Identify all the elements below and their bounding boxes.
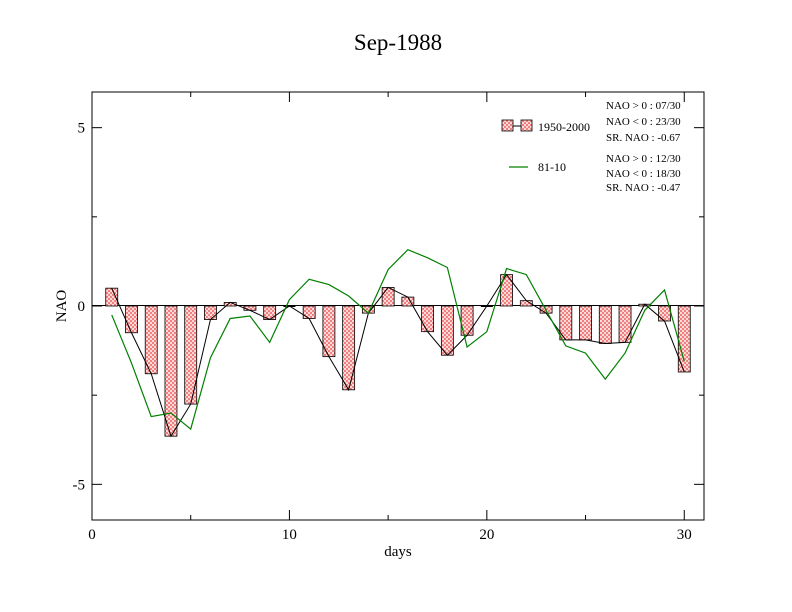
bar: [618, 305, 632, 343]
stat-line: SR. NAO : -0.47: [606, 182, 681, 194]
legend-label-1950-2000: 1950-2000: [538, 120, 590, 134]
x-tick-label: 30: [677, 527, 692, 543]
bar: [342, 305, 356, 391]
x-tick-label: 10: [282, 527, 297, 543]
line-series-81-10: [111, 248, 685, 431]
bar: [125, 305, 138, 334]
x-tick-label: 20: [479, 527, 494, 543]
bar: [144, 305, 158, 375]
legend-bar-swatch-right: [520, 119, 533, 132]
x-tick-label: 0: [88, 527, 96, 543]
bar: [658, 305, 671, 322]
y-axis-ticks: -5 0 5: [73, 121, 704, 493]
chart-title: Sep-1988: [354, 30, 442, 55]
line-series-1950-2000-connector: [111, 273, 685, 438]
legend-bar-swatch-left: [501, 119, 514, 132]
stat-line: NAO < 0 : 23/30: [606, 116, 681, 128]
stat-line: NAO < 0 : 18/30: [606, 168, 681, 180]
bar: [500, 274, 513, 307]
x-axis-ticks: 0 10 20 30: [88, 92, 692, 543]
stat-line: SR. NAO : -0.67: [606, 132, 681, 144]
bar: [381, 287, 395, 307]
bar: [204, 305, 217, 320]
stat-line: NAO > 0 : 07/30: [606, 100, 681, 112]
bar: [302, 305, 316, 319]
bar: [579, 305, 592, 341]
x-axis-label: days: [384, 544, 412, 560]
stats-block: NAO > 0 : 07/30 NAO < 0 : 23/30 SR. NAO …: [606, 100, 681, 194]
legend: 1950-2000 81-10: [501, 119, 590, 174]
bar: [598, 305, 612, 344]
bar: [421, 305, 435, 333]
bar-series-1950-2000: [105, 274, 691, 437]
stat-line: NAO > 0 : 12/30: [606, 153, 681, 165]
bar: [184, 305, 198, 405]
y-axis-label: NAO: [54, 290, 70, 323]
bar: [440, 305, 454, 356]
y-tick-label: 5: [78, 121, 86, 137]
y-tick-label: -5: [73, 477, 86, 493]
legend-label-81-10: 81-10: [538, 160, 566, 174]
y-tick-label: 0: [78, 299, 86, 315]
